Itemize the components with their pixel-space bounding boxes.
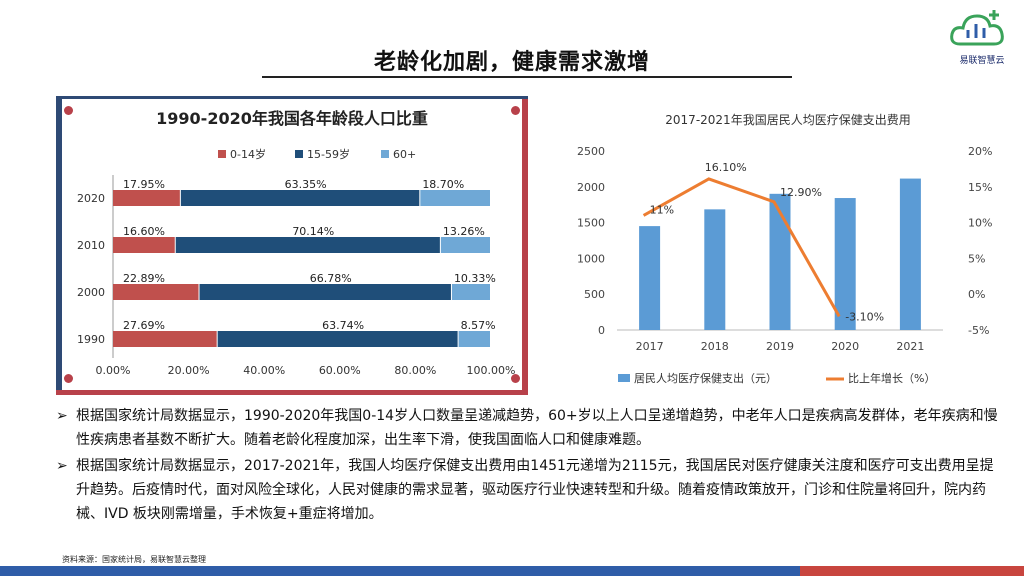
y-tick-label: 0 [598, 324, 605, 337]
legend-label: 0-14岁 [230, 147, 266, 161]
x-tick-label: 2018 [701, 340, 729, 353]
data-label: 8.57% [461, 319, 496, 332]
legend-label: 比上年增长（%） [848, 371, 935, 385]
x-tick-label: 80.00% [394, 364, 436, 377]
bar-segment [113, 284, 199, 300]
source-note: 资料来源：国家统计局，易联智慧云整理 [62, 555, 206, 564]
panel-top-border [56, 96, 528, 101]
page-title: 老龄化加剧，健康需求激增 [373, 50, 650, 75]
x-tick-label: 100.00% [467, 364, 516, 377]
bar-segment [180, 190, 420, 206]
logo-text: 易联智慧云 [959, 56, 1005, 66]
y-tick-label: 500 [584, 288, 605, 301]
data-label: 16.60% [123, 225, 165, 238]
bullet-arrow-icon: ➢ [56, 408, 68, 424]
bar-segment [420, 190, 490, 206]
bar [704, 209, 726, 330]
bullet-text: 根据国家统计局数据显示，1990-2020年我国0-14岁人口数量呈递减趋势，6… [76, 408, 998, 448]
line-data-label: 11% [650, 203, 674, 216]
y-tick-label: 2000 [577, 181, 605, 194]
panel-corner-dot [64, 106, 73, 115]
cloud-logo-icon [950, 10, 1004, 46]
title-underline [262, 76, 792, 78]
footer-band-accent [800, 566, 1024, 576]
panel-bottom-border [56, 390, 528, 395]
growth-line [642, 177, 841, 318]
data-label: 10.33% [454, 272, 496, 285]
bullet-item: ➢ 根据国家统计局数据显示，2017-2021年，我国人均医疗保健支出费用由14… [56, 454, 1006, 526]
bar-segment [440, 237, 490, 253]
data-label: 66.78% [310, 272, 352, 285]
bar-segment [451, 284, 490, 300]
x-tick-label: 20.00% [168, 364, 210, 377]
bar [639, 226, 661, 330]
data-label: 63.74% [322, 319, 364, 332]
y2-tick-label: 5% [968, 252, 985, 265]
data-label: 13.26% [443, 225, 485, 238]
panel-corner-dot [511, 106, 520, 115]
data-label: 70.14% [292, 225, 334, 238]
bar-segment [199, 284, 451, 300]
legend-swatch [381, 150, 389, 158]
y-tick-label: 1500 [577, 217, 605, 230]
bar-segment [175, 237, 440, 253]
x-tick-label: 60.00% [319, 364, 361, 377]
y2-tick-label: 0% [968, 288, 985, 301]
bullet-text: 根据国家统计局数据显示，2017-2021年，我国人均医疗保健支出费用由1451… [76, 458, 994, 522]
y2-tick-label: 20% [968, 145, 992, 158]
bullet-item: ➢ 根据国家统计局数据显示，1990-2020年我国0-14岁人口数量呈递减趋势… [56, 404, 1006, 452]
bar-segment [113, 237, 175, 253]
bar [834, 198, 856, 330]
data-label: 17.95% [123, 178, 165, 191]
category-label: 1990 [77, 333, 105, 346]
y2-tick-label: 10% [968, 217, 992, 230]
y-tick-label: 1000 [577, 252, 605, 265]
legend-swatch [618, 374, 630, 382]
bar-segment [113, 190, 180, 206]
legend-label: 60+ [393, 148, 416, 161]
line-data-label: 16.10% [705, 161, 747, 174]
x-tick-label: 2019 [766, 340, 794, 353]
category-label: 2010 [77, 239, 105, 252]
bullet-arrow-icon: ➢ [56, 458, 68, 474]
category-label: 2000 [77, 286, 105, 299]
x-tick-label: 2021 [896, 340, 924, 353]
data-label: 63.35% [285, 178, 327, 191]
x-tick-label: 0.00% [96, 364, 131, 377]
brand-logo: 易联智慧云 [944, 4, 1020, 68]
data-label: 27.69% [123, 319, 165, 332]
bullet-list: ➢ 根据国家统计局数据显示，1990-2020年我国0-14岁人口数量呈递减趋势… [56, 404, 1006, 528]
legend-label: 15-59岁 [307, 147, 350, 161]
legend-swatch [295, 150, 303, 158]
x-tick-label: 2017 [636, 340, 664, 353]
medical-chart-title: 2017-2021年我国居民人均医疗保健支出费用 [665, 113, 910, 127]
y-tick-label: 2500 [577, 145, 605, 158]
legend-swatch [218, 150, 226, 158]
line-data-label: 12.90% [780, 186, 822, 199]
bar [899, 178, 921, 330]
line-data-label: -3.10% [845, 310, 884, 323]
x-tick-label: 40.00% [243, 364, 285, 377]
bar-segment [217, 331, 458, 347]
data-label: 22.89% [123, 272, 165, 285]
data-label: 18.70% [422, 178, 464, 191]
y2-tick-label: 15% [968, 181, 992, 194]
category-label: 2020 [77, 192, 105, 205]
footer-band [0, 566, 1024, 576]
panel-corner-dot [64, 374, 73, 383]
bar-segment [458, 331, 490, 347]
panel-corner-dot [511, 374, 520, 383]
legend-label: 居民人均医疗保健支出（元） [634, 371, 777, 385]
y2-tick-label: -5% [968, 324, 989, 337]
bar-segment [113, 331, 217, 347]
x-tick-label: 2020 [831, 340, 859, 353]
bar [769, 193, 791, 330]
age-chart-title: 1990-2020年我国各年龄段人口比重 [156, 109, 428, 128]
